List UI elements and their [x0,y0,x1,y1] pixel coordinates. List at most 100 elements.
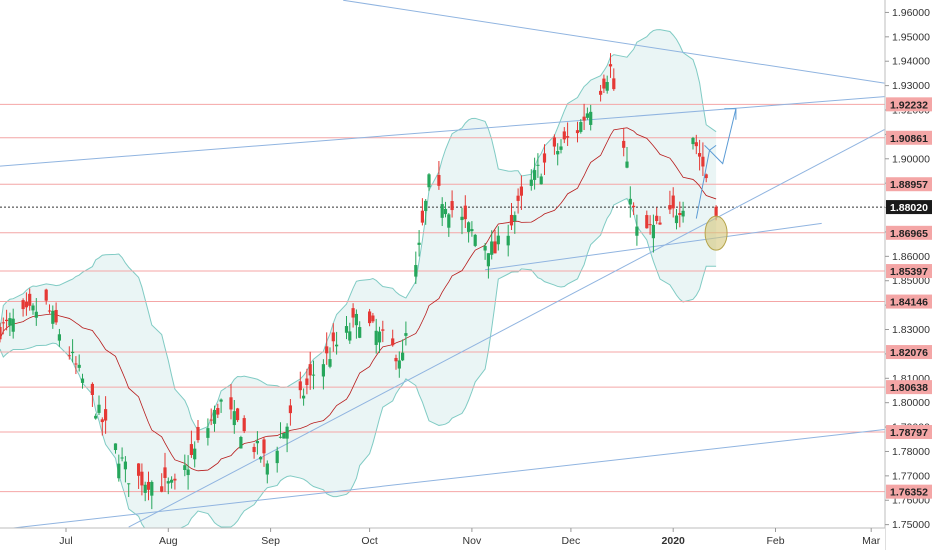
candle [325,332,329,365]
level-price-label: 1.85397 [890,266,928,278]
price-tick-label: 1.90000 [892,153,930,165]
candle [645,210,649,229]
candle [21,298,25,317]
time-tick-label: Jul [59,535,72,547]
candle [374,318,378,354]
trend-line-channel-top [0,96,885,167]
candle [54,302,58,325]
candle [668,190,672,215]
candle [437,161,441,190]
candle [536,153,540,178]
candle [635,214,639,246]
candle [1,317,5,335]
candle [467,221,471,243]
price-tick-label: 1.78000 [892,446,930,458]
candle [701,142,705,176]
candle [206,418,210,446]
candle [377,326,382,353]
annotations [695,108,737,251]
candle [420,198,424,226]
candle [599,84,603,102]
candle [496,226,500,251]
price-tick-label: 1.80000 [892,397,930,409]
candle [321,359,325,390]
candle [278,422,283,439]
candle [447,212,451,237]
candle [519,175,523,210]
candle [529,169,533,191]
candle [509,203,514,231]
candle [539,173,543,185]
candle [506,224,510,257]
time-tick-label: Dec [562,535,581,547]
candle [34,298,38,326]
candle [671,187,675,218]
candle [678,201,682,228]
candle [612,68,616,91]
target-zone-ellipse [704,215,728,251]
candle [285,423,289,453]
level-price-label: 1.82076 [890,347,928,359]
candle [57,328,61,347]
candle [90,382,94,407]
trend-line-rising-support [128,129,885,528]
candle [143,481,147,502]
price-tick-label: 1.85000 [892,275,930,287]
level-price-tag [886,130,932,145]
candle [305,368,309,395]
candle [483,243,487,260]
candle [460,207,464,235]
candle [0,322,2,343]
candle [450,190,454,218]
level-price-tag [886,380,932,395]
level-price-tag [886,177,932,192]
candle [602,74,606,93]
candle [163,452,167,492]
candle [209,408,213,426]
candle [414,251,418,284]
candle [302,388,306,406]
last-price-label: 1.88020 [890,202,928,214]
candle [562,127,566,144]
candle [490,230,494,260]
candle [331,323,335,352]
candle [189,430,193,458]
candle [473,233,477,248]
candle [542,144,547,176]
candle [117,454,121,482]
candle [146,471,151,501]
candle [265,460,269,484]
price-tick-label: 1.77000 [892,470,930,482]
candle [11,308,15,339]
candle [252,443,256,459]
price-axis[interactable]: 1.960001.950001.940001.930001.920001.910… [884,0,932,550]
candle [97,395,101,416]
candle [123,456,127,483]
candle [579,118,583,134]
candle [424,199,428,225]
candle [651,214,655,253]
candle [381,320,385,343]
level-price-tag [886,484,932,499]
candle [691,136,695,150]
level-price-tag [886,294,932,309]
trend-line-upper-resistance [343,0,885,84]
candle [28,288,32,311]
projection-arrowhead-1 [704,144,717,151]
candle [533,157,537,190]
level-price-label: 1.84146 [890,297,928,309]
candle [328,347,332,369]
candle [219,398,223,413]
level-price-label: 1.76352 [890,487,928,499]
candle [193,441,197,468]
candle [150,480,154,510]
time-axis[interactable]: Jul Aug Sep Oct Nov Dec 2020 Feb Mar [0,527,885,550]
candle [575,121,580,143]
moving-average [0,127,717,472]
candle [648,215,652,235]
candle [24,292,28,316]
candle [674,209,679,230]
candle [77,354,81,372]
candle [354,309,358,339]
